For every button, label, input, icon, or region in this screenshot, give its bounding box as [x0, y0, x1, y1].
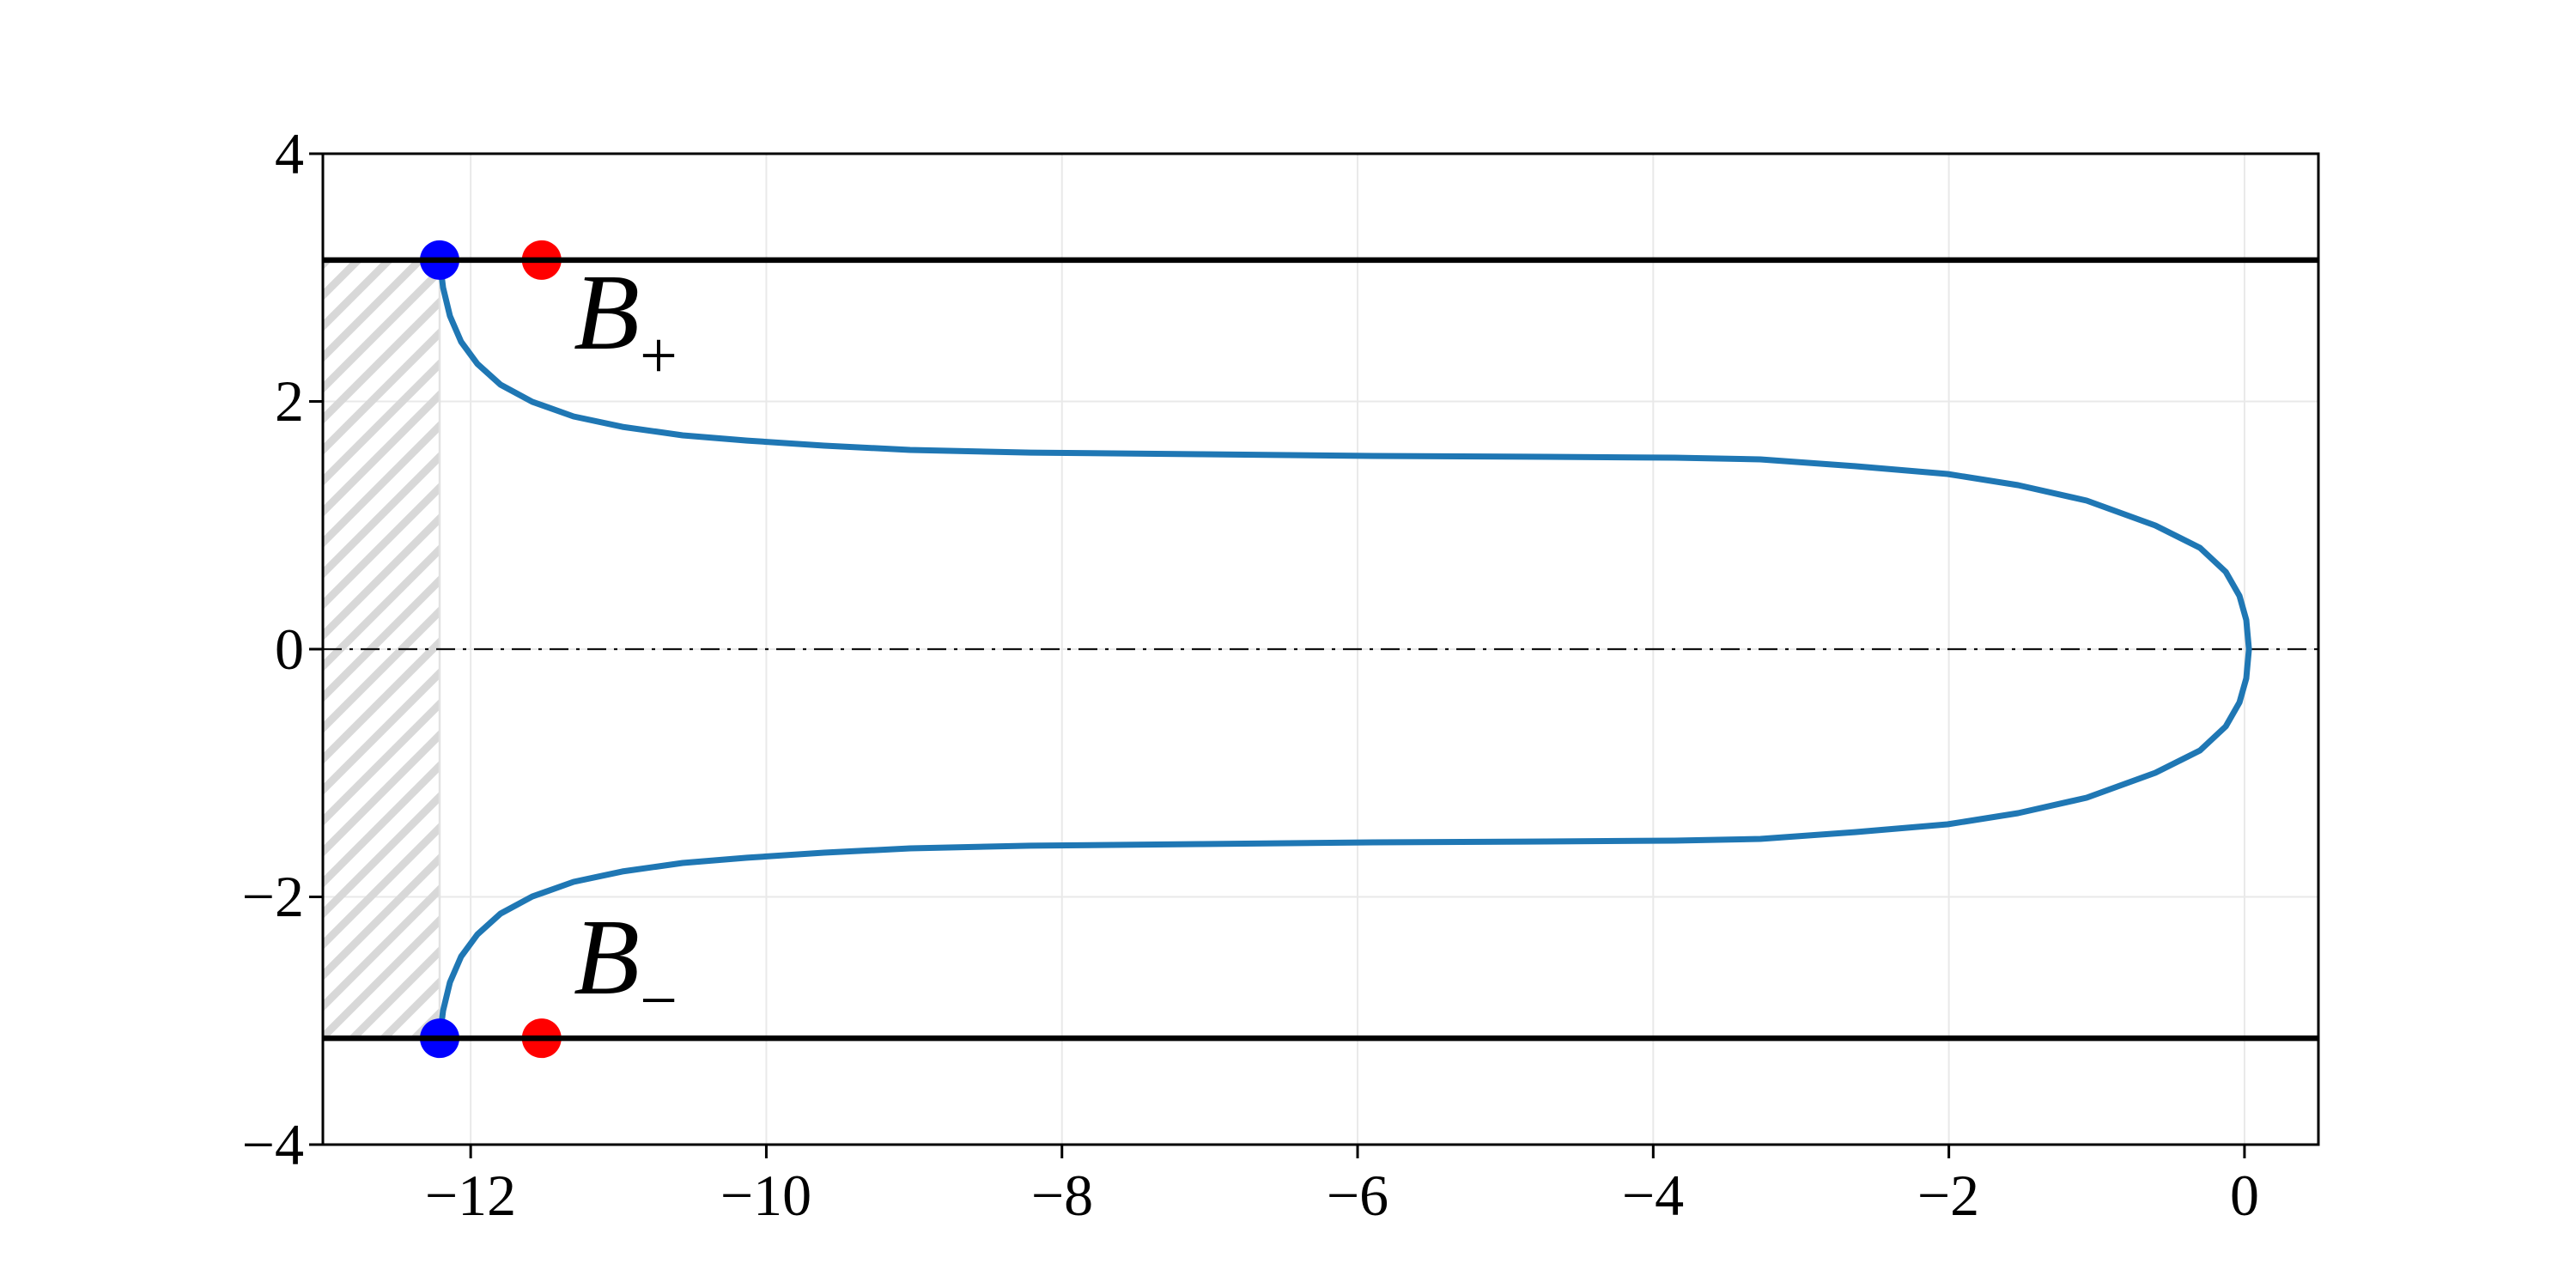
y-tick-label: −4: [241, 1112, 304, 1177]
y-tick-label: 4: [275, 121, 304, 186]
label-b-minus-base: B: [574, 898, 640, 1018]
spectral-curve: [436, 257, 2252, 1042]
x-tick-label: −12: [424, 1163, 517, 1228]
y-tick-label: 2: [275, 368, 304, 434]
label-b-minus-sub: −: [639, 963, 677, 1037]
y-tick-label: −2: [241, 864, 304, 929]
x-tick-label: −8: [1030, 1163, 1094, 1228]
label-b-minus: B−: [574, 904, 677, 1034]
label-b-plus: B+: [574, 259, 677, 389]
label-b-plus-base: B: [574, 253, 640, 373]
x-tick-label: 0: [2230, 1163, 2259, 1228]
label-b-plus-sub: +: [639, 318, 677, 392]
y-tick-label: 0: [275, 617, 304, 682]
hatched-region: [321, 258, 441, 1040]
x-tick-label: −6: [1326, 1163, 1389, 1228]
x-tick-label: −4: [1621, 1163, 1685, 1228]
x-tick-label: −2: [1917, 1163, 1980, 1228]
x-tick-label: −10: [720, 1163, 812, 1228]
